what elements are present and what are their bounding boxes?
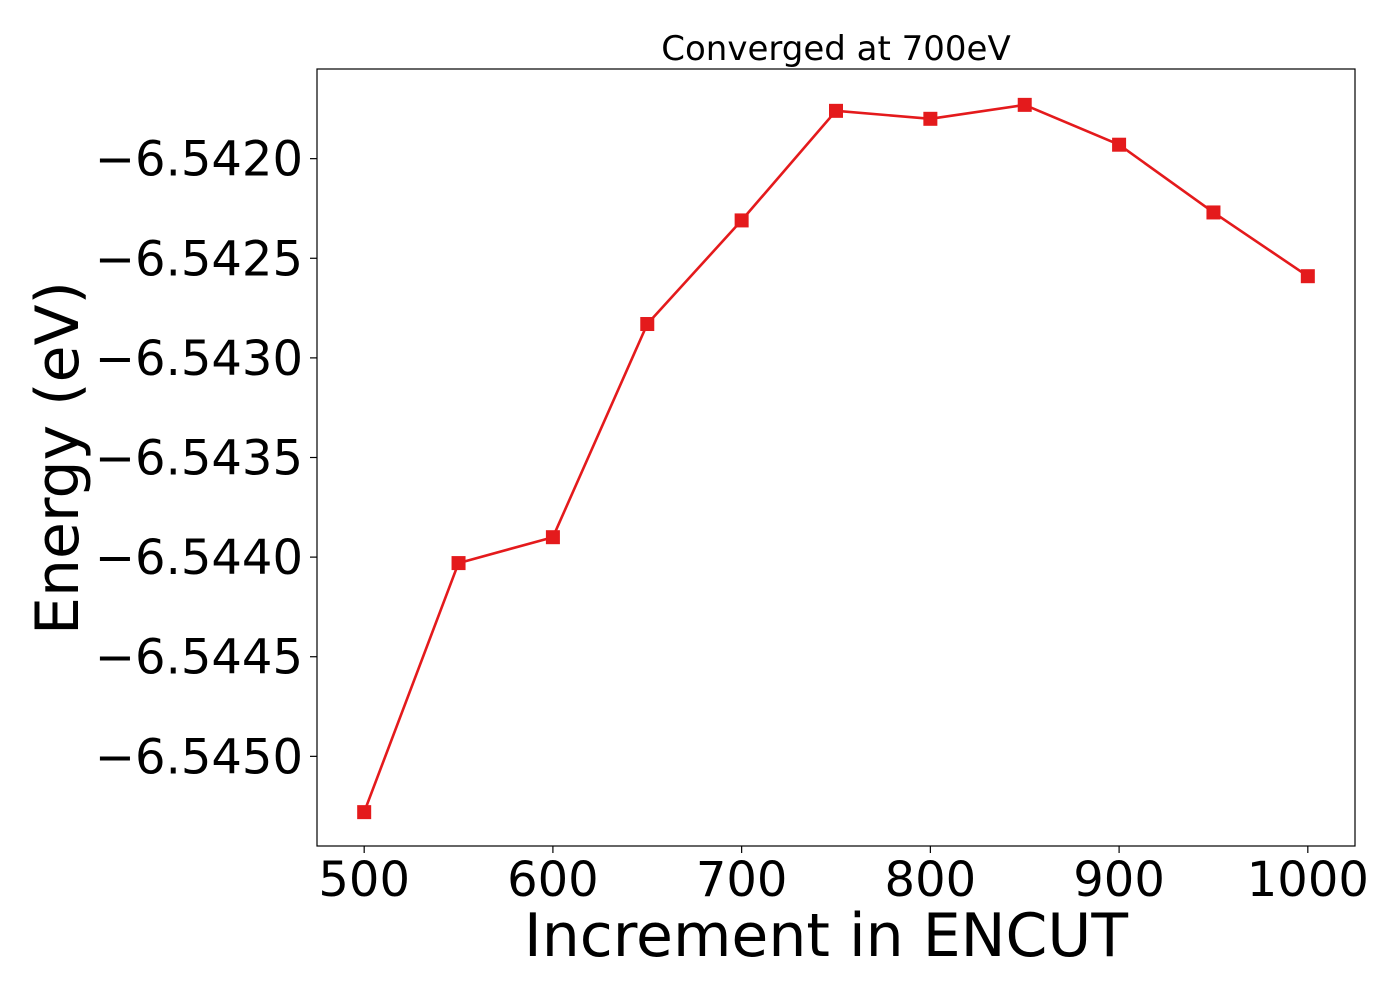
data-point-marker — [1206, 205, 1221, 220]
data-point-marker — [1112, 137, 1127, 152]
y-tick-label: −6.5435 — [95, 431, 303, 487]
x-tick-label: 600 — [507, 852, 599, 908]
data-point-marker — [829, 103, 843, 118]
data-point-marker — [734, 213, 749, 228]
x-tick-label: 800 — [885, 852, 977, 908]
x-axis: 500 600 700 800 900 1000 — [318, 846, 1369, 908]
data-point-marker — [640, 317, 655, 332]
y-tick-label: −6.5445 — [95, 630, 303, 686]
y-tick-label: −6.5450 — [95, 729, 303, 785]
y-tick-label: −6.5425 — [95, 231, 303, 287]
series-layer — [357, 97, 1315, 820]
x-tick-label: 1000 — [1247, 852, 1369, 908]
data-point-marker — [923, 111, 938, 126]
data-point-marker — [357, 805, 372, 820]
y-axis-label: Energy (eV) — [23, 281, 93, 635]
y-tick-label: −6.5430 — [95, 331, 303, 387]
data-point-marker — [451, 556, 466, 571]
x-tick-label: 900 — [1073, 852, 1165, 908]
data-point-marker — [1300, 269, 1315, 284]
x-axis-label: Increment in ENCUT — [524, 901, 1128, 971]
x-tick-label: 700 — [696, 852, 788, 908]
x-tick-label: 500 — [318, 852, 410, 908]
y-axis: −6.5420 −6.5425 −6.5430 −6.5435 −6.5440 −6.54… — [95, 132, 317, 785]
data-point-marker — [545, 530, 560, 545]
y-tick-label: −6.5440 — [95, 530, 303, 586]
y-tick-label: −6.5420 — [95, 132, 303, 188]
data-point-marker — [1017, 97, 1032, 112]
chart-title: Converged at 700eV — [661, 29, 1010, 69]
